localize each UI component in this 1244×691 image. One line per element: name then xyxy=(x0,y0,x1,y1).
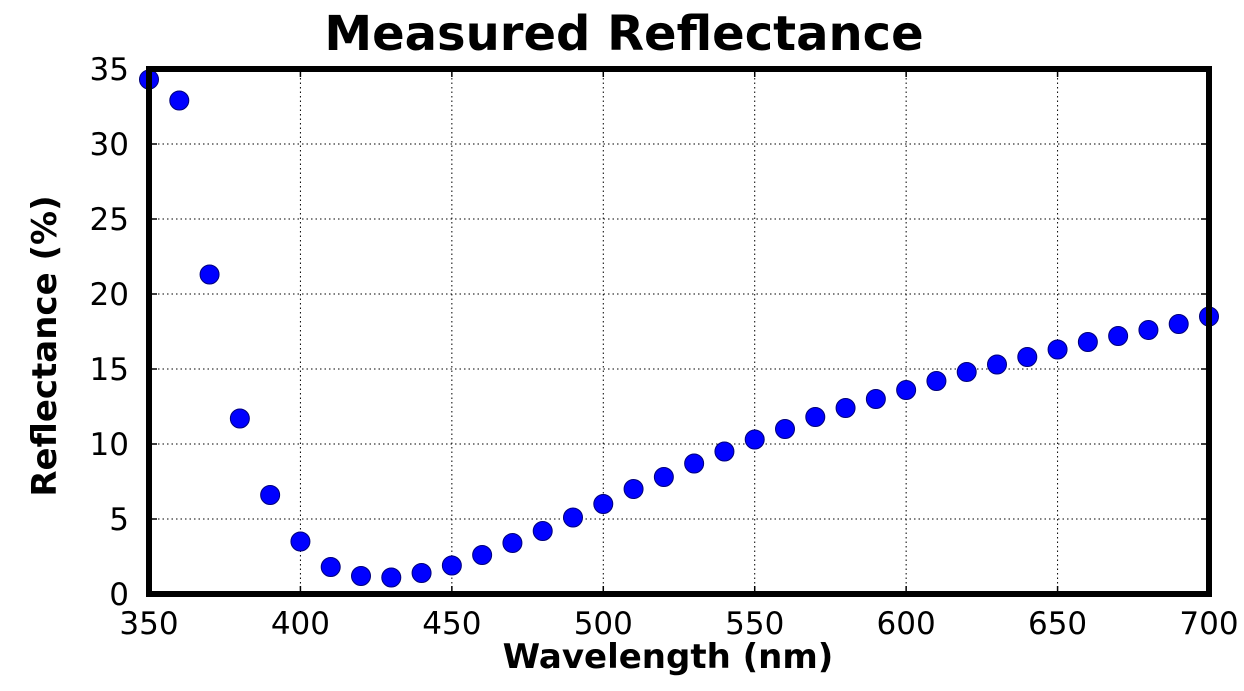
data-point xyxy=(926,371,947,391)
data-point xyxy=(835,398,856,418)
data-series xyxy=(139,69,1219,588)
data-point xyxy=(290,531,311,552)
data-point xyxy=(1047,339,1068,360)
y-tick-label: 30 xyxy=(90,127,129,163)
data-point xyxy=(351,566,371,586)
grid xyxy=(148,68,1210,595)
tick-labels: 350 400 450 500 550 600 650 700 0 5 10 15 20 25 30 35 xyxy=(90,52,1239,642)
y-tick-label: 25 xyxy=(90,202,129,238)
x-tick-label: 500 xyxy=(574,606,633,642)
data-point xyxy=(260,485,281,505)
data-point xyxy=(472,545,493,565)
data-point xyxy=(805,407,826,427)
y-axis-label: Reflectance (%) xyxy=(25,195,65,496)
y-tick-label: 35 xyxy=(90,52,129,88)
x-tick-label: 550 xyxy=(725,606,784,642)
data-point xyxy=(411,563,432,583)
x-tick-label: 350 xyxy=(119,606,178,642)
x-tick-label: 700 xyxy=(1179,606,1238,642)
data-point xyxy=(502,533,523,553)
data-point xyxy=(623,479,644,499)
data-point xyxy=(896,380,917,400)
data-point xyxy=(1168,314,1189,334)
data-point xyxy=(775,419,795,439)
data-point xyxy=(956,362,977,382)
data-point xyxy=(1138,320,1159,340)
data-point xyxy=(1077,332,1098,352)
data-point xyxy=(563,507,583,528)
data-point xyxy=(684,453,705,474)
data-point xyxy=(744,429,765,450)
data-point xyxy=(1108,326,1129,346)
data-point xyxy=(593,494,614,514)
data-point xyxy=(714,441,735,462)
data-point xyxy=(532,521,553,541)
y-tick-label: 10 xyxy=(90,427,129,463)
data-point xyxy=(987,354,1007,375)
data-point xyxy=(169,90,190,111)
x-axis-label: Wavelength (nm) xyxy=(503,637,834,677)
data-point xyxy=(653,467,674,487)
data-point xyxy=(381,567,402,588)
y-tick-label: 15 xyxy=(90,352,129,388)
chart-title: Measured Reflectance xyxy=(324,6,923,62)
data-point xyxy=(1017,347,1038,367)
x-tick-label: 600 xyxy=(877,606,936,642)
data-point xyxy=(320,557,341,577)
data-point xyxy=(441,555,462,576)
y-tick-label: 0 xyxy=(109,577,129,613)
tick-marks xyxy=(148,68,1210,595)
x-tick-label: 650 xyxy=(1028,606,1087,642)
x-tick-label: 450 xyxy=(422,606,481,642)
data-point xyxy=(229,408,250,429)
data-point xyxy=(865,389,886,409)
y-tick-label: 5 xyxy=(109,502,129,538)
y-tick-label: 20 xyxy=(90,277,129,313)
data-point xyxy=(199,264,220,285)
plot-frame xyxy=(146,66,1212,597)
x-tick-label: 400 xyxy=(271,606,330,642)
